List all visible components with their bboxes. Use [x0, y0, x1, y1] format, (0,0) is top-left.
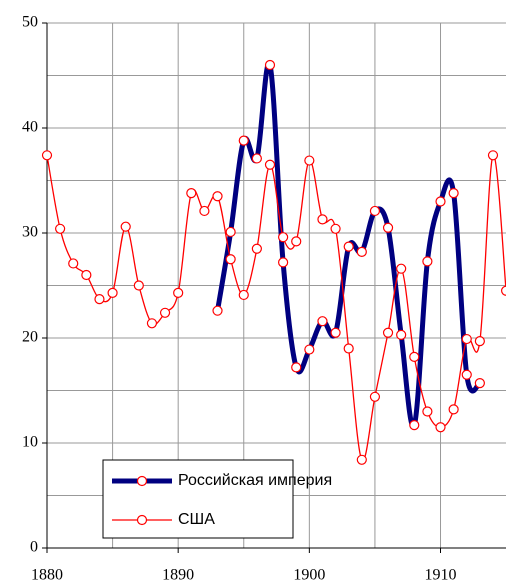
- data-point: [487, 150, 499, 161]
- y-tick-label: 50: [22, 14, 38, 31]
- y-tick-label: 0: [30, 539, 38, 556]
- legend-label: Российская империя: [178, 472, 332, 489]
- data-point: [264, 59, 276, 71]
- data-point: [448, 404, 459, 415]
- legend-box: [102, 459, 294, 539]
- data-point: [461, 333, 472, 345]
- data-point: [278, 232, 289, 243]
- data-point: [304, 155, 315, 166]
- data-point: [68, 258, 79, 269]
- data-point: [343, 343, 354, 354]
- data-point: [330, 223, 341, 234]
- data-point: [382, 327, 394, 338]
- x-tick-label: 1910: [425, 567, 457, 584]
- data-point: [199, 205, 210, 217]
- y-tick-label: 40: [22, 119, 38, 136]
- data-point: [422, 406, 433, 417]
- data-point: [159, 307, 171, 318]
- legend-marker: [136, 475, 148, 487]
- data-point: [356, 246, 367, 257]
- x-tick-label: 1890: [162, 567, 194, 584]
- data-point: [317, 316, 328, 327]
- data-point: [474, 378, 485, 389]
- data-point: [238, 289, 249, 301]
- data-point: [435, 196, 446, 207]
- data-point: [317, 214, 328, 225]
- data-point: [186, 188, 197, 199]
- y-tick-label: 10: [22, 434, 38, 451]
- data-point: [461, 369, 472, 380]
- data-point: [382, 222, 394, 233]
- legend-label: США: [178, 511, 215, 528]
- data-point: [264, 159, 276, 170]
- data-point: [448, 188, 459, 199]
- data-point: [409, 351, 420, 362]
- data-point: [291, 362, 302, 373]
- data-point: [278, 257, 289, 268]
- data-point: [291, 236, 302, 247]
- data-point: [330, 327, 341, 338]
- data-point: [409, 420, 420, 431]
- data-point: [225, 254, 236, 265]
- legend-marker: [136, 514, 148, 526]
- data-point: [304, 344, 315, 355]
- data-point: [422, 256, 433, 267]
- data-point: [41, 150, 53, 161]
- data-point: [94, 294, 105, 305]
- data-point: [251, 153, 262, 164]
- data-point: [55, 223, 66, 234]
- data-point: [501, 285, 506, 296]
- data-point: [212, 191, 223, 202]
- data-point: [343, 241, 354, 252]
- x-tick-label: 1880: [31, 567, 63, 584]
- y-tick-label: 30: [22, 224, 38, 241]
- data-point: [369, 205, 381, 217]
- data-point: [435, 422, 446, 433]
- data-point: [356, 454, 367, 465]
- data-point: [173, 287, 184, 298]
- y-tick-label: 20: [22, 329, 38, 346]
- data-point: [107, 287, 118, 298]
- data-point: [212, 305, 223, 316]
- data-point: [396, 329, 407, 340]
- data-point: [120, 221, 131, 232]
- data-point: [81, 269, 92, 281]
- data-point: [369, 391, 381, 402]
- x-tick-label: 1900: [293, 567, 325, 584]
- data-point: [474, 336, 485, 347]
- data-point: [225, 226, 236, 238]
- legend: Российская империя США: [102, 459, 332, 539]
- data-point: [146, 318, 158, 329]
- data-point: [238, 135, 249, 146]
- data-point: [251, 243, 262, 254]
- data-point: [133, 280, 144, 291]
- data-point: [396, 263, 407, 274]
